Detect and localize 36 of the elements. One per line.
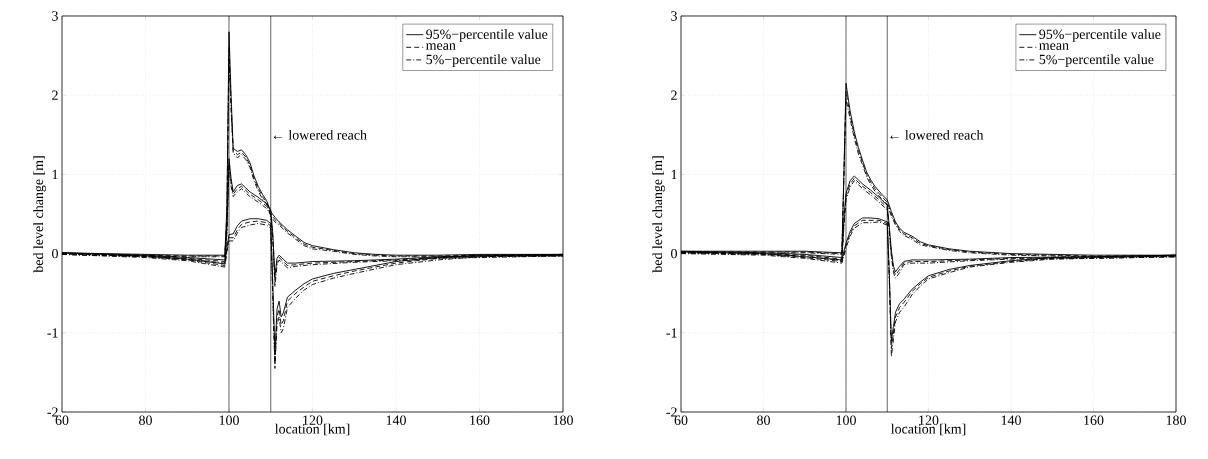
- x-tick-label: 100: [219, 415, 239, 425]
- legend-label: mean: [1039, 43, 1069, 50]
- y-tick-label: 3: [671, 11, 677, 21]
- legend-label: 95%−percentile value: [1039, 29, 1161, 42]
- y-axis-title: bed level change [m]: [33, 156, 47, 273]
- x-tick-label: 120: [919, 415, 939, 425]
- x-tick-label: 60: [674, 415, 688, 425]
- y-tick-label: -2: [666, 407, 677, 417]
- x-tick-label: 80: [757, 415, 770, 425]
- legend-label: mean: [425, 43, 456, 50]
- y-tick-label: 0: [52, 248, 58, 259]
- legend-label: 5%−percentile value: [1039, 54, 1154, 67]
- y-axis-title: bed level change [m]: [652, 156, 666, 273]
- y-tick-label: 2: [671, 90, 677, 100]
- x-tick-label: 60: [55, 415, 69, 425]
- y-tick-label: 1: [671, 169, 677, 179]
- y-tick-label: -1: [666, 328, 677, 338]
- annotation: ← lowered reach: [273, 129, 367, 140]
- x-tick-label: 180: [1166, 415, 1186, 425]
- legend-label: 5%−percentile value: [426, 54, 541, 67]
- y-tick-label: -2: [47, 407, 58, 417]
- y-tick-label: 2: [52, 90, 58, 100]
- x-tick-label: 180: [553, 415, 573, 425]
- x-tick-label: 80: [139, 415, 152, 425]
- x-tick-label: 160: [1084, 415, 1104, 425]
- x-tick-label: 160: [470, 415, 490, 425]
- y-tick-label: 0: [671, 248, 677, 259]
- x-tick-label: 140: [386, 415, 406, 425]
- legend-label: 95%−percentile value: [426, 29, 548, 42]
- y-tick-label: 3: [52, 11, 58, 21]
- y-tick-label: -1: [47, 328, 58, 338]
- x-tick-label: 140: [1001, 415, 1021, 425]
- y-tick-label: 1: [52, 169, 58, 179]
- x-tick-label: 100: [836, 415, 856, 425]
- annotation: ← lowered reach: [890, 129, 984, 140]
- x-tick-label: 120: [303, 415, 323, 425]
